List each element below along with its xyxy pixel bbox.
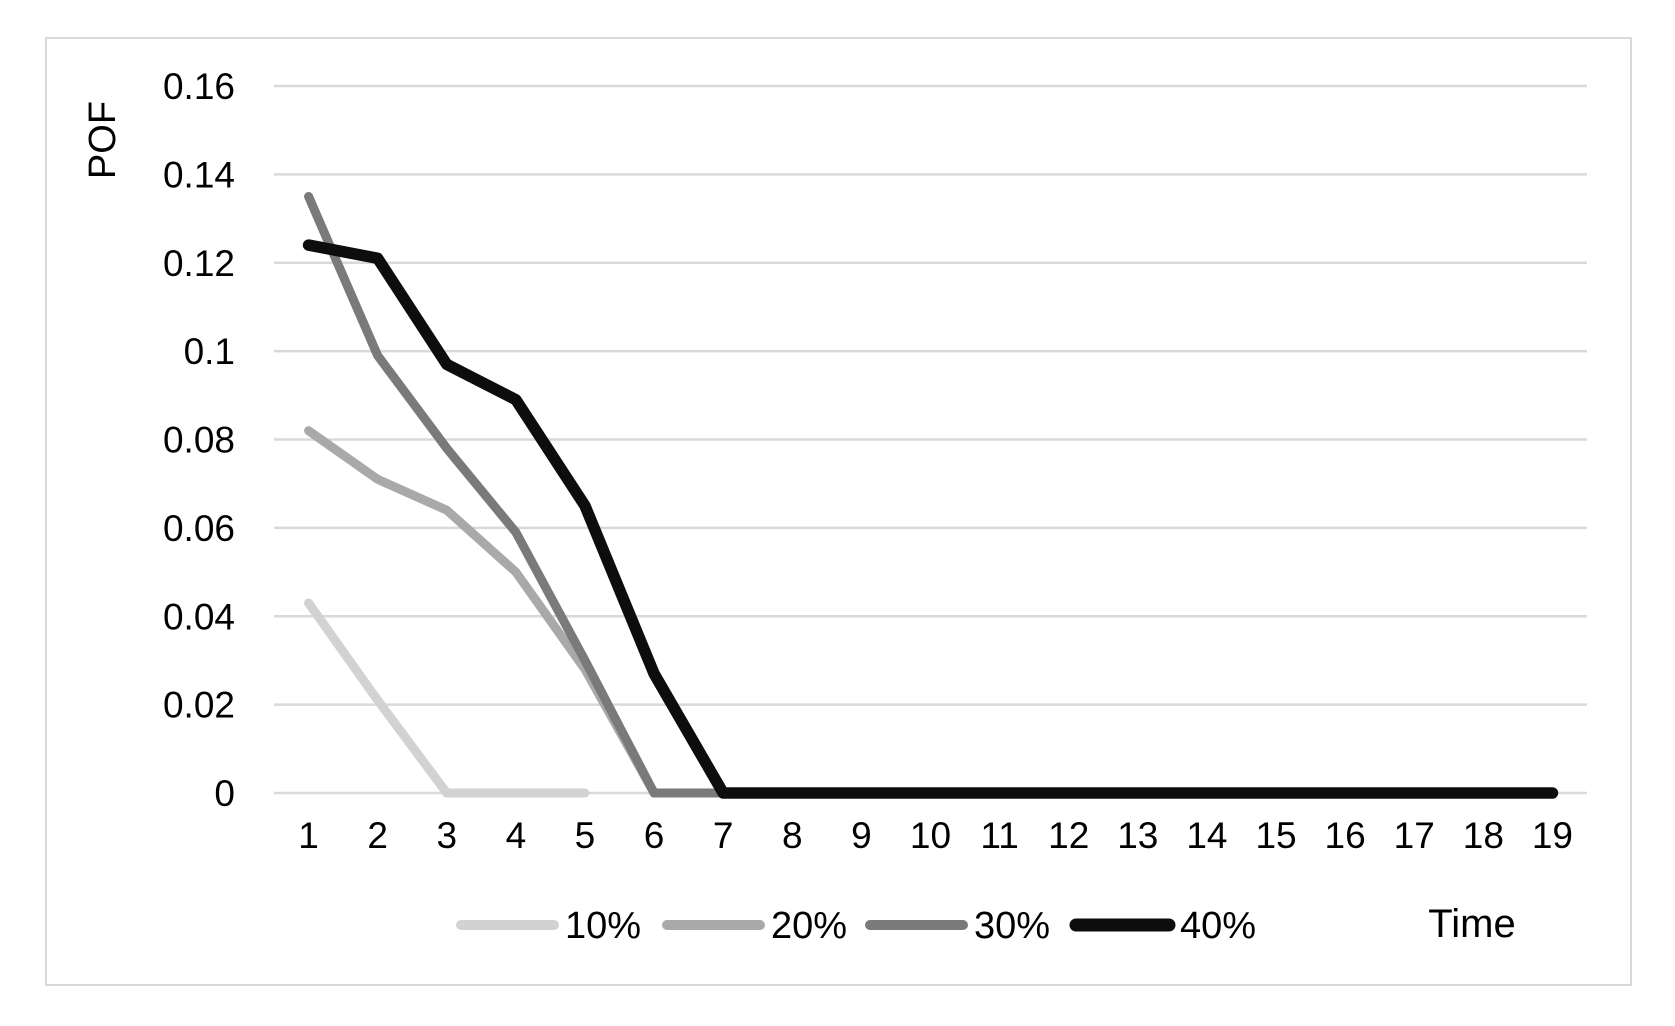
y-tick-label: 0.14 — [163, 154, 235, 195]
y-axis-title: POF — [82, 101, 124, 179]
legend-group: 10% 20% 30% 40% — [456, 905, 1256, 947]
x-tick-label: 1 — [298, 815, 319, 856]
x-tick-label: 3 — [436, 815, 457, 856]
y-tick-label: 0.02 — [163, 685, 235, 726]
y-tick-label: 0.06 — [163, 508, 235, 549]
legend-label-20pct: 20% — [771, 905, 847, 947]
x-tick-label: 18 — [1463, 815, 1504, 856]
legend-label-30pct: 30% — [974, 905, 1050, 947]
x-tick-label: 13 — [1117, 815, 1158, 856]
series-line-10pct — [304, 598, 590, 798]
x-tick-label: 17 — [1394, 815, 1435, 856]
x-tick-label: 11 — [980, 815, 1018, 856]
y-tick-label: 0.12 — [163, 243, 235, 284]
x-tick-label: 14 — [1186, 815, 1227, 856]
series-line-40pct — [302, 239, 1559, 799]
x-tick-labels-group: 1 2 3 4 5 6 7 8 9 10 11 12 13 14 15 16 17 18 19 — [298, 815, 1573, 856]
x-tick-label: 16 — [1325, 815, 1366, 856]
y-tick-label: 0 — [214, 773, 235, 814]
x-axis-title: Time — [1428, 902, 1515, 946]
y-tick-label: 0.08 — [163, 420, 235, 461]
x-tick-label: 15 — [1255, 815, 1296, 856]
x-tick-label: 19 — [1532, 815, 1573, 856]
y-tick-label: 0.1 — [184, 331, 235, 372]
x-tick-label: 8 — [782, 815, 803, 856]
x-tick-label: 7 — [713, 815, 734, 856]
x-tick-label: 9 — [851, 815, 872, 856]
y-tick-labels-group: 0 0.02 0.04 0.06 0.08 0.1 0.12 0.14 0.16 — [163, 66, 235, 814]
x-tick-label: 10 — [910, 815, 951, 856]
x-tick-label: 12 — [1048, 815, 1089, 856]
x-tick-label: 6 — [644, 815, 665, 856]
y-tick-label: 0.04 — [163, 596, 235, 637]
x-tick-label: 5 — [575, 815, 596, 856]
series-group — [302, 191, 1559, 799]
x-tick-label: 2 — [367, 815, 388, 856]
gridlines-group — [274, 84, 1587, 795]
legend-label-40pct: 40% — [1180, 905, 1256, 947]
legend-label-10pct: 10% — [565, 905, 641, 947]
y-tick-label: 0.16 — [163, 66, 235, 107]
x-tick-label: 4 — [506, 815, 527, 856]
